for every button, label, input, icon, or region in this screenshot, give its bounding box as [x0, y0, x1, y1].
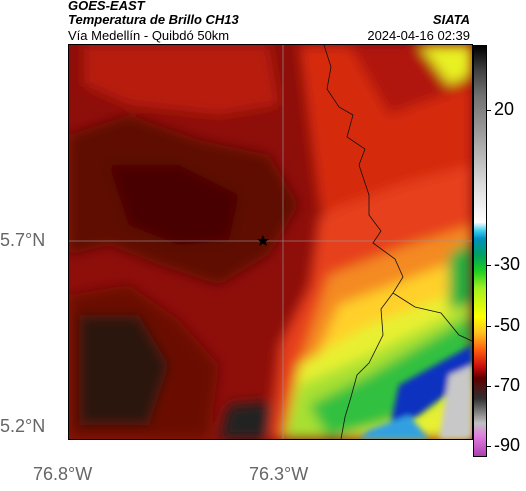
colorbar-label-minus-30: -30 [494, 254, 521, 274]
region-label: Vía Medellín - Quibdó 50km [68, 28, 230, 43]
timestamp-label: 2024-04-16 02:39 [367, 28, 470, 43]
latitude-label-5-7: 5.7°N [0, 230, 46, 250]
temperature-colorbar [473, 45, 487, 457]
department-boundary [323, 45, 472, 439]
satellite-name: GOES-EAST [68, 0, 145, 13]
colorbar-label-minus-70: -70 [494, 375, 521, 395]
latitude-label-5-2: 5.2°N [0, 416, 46, 436]
colorbar-tick [486, 110, 491, 111]
organization-label: SIATA [432, 12, 470, 27]
colorbar-label-20: 20 [494, 99, 515, 119]
star-icon[interactable] [257, 235, 269, 246]
grid-lines [69, 45, 472, 439]
product-title: Temperatura de Brillo CH13 [68, 12, 239, 27]
colorbar-label-minus-50: -50 [494, 315, 521, 335]
temperature-field [69, 45, 472, 439]
colorbar-tick [486, 386, 491, 387]
colorbar-label-minus-90: -90 [494, 435, 521, 455]
colorbar-tick [486, 326, 491, 327]
longitude-label-76-8: 76.8°W [33, 464, 93, 484]
colorbar-tick [486, 265, 491, 266]
colorbar-tick [486, 446, 491, 447]
brightness-temperature-map[interactable] [68, 44, 473, 440]
longitude-label-76-3: 76.3°W [249, 464, 309, 484]
